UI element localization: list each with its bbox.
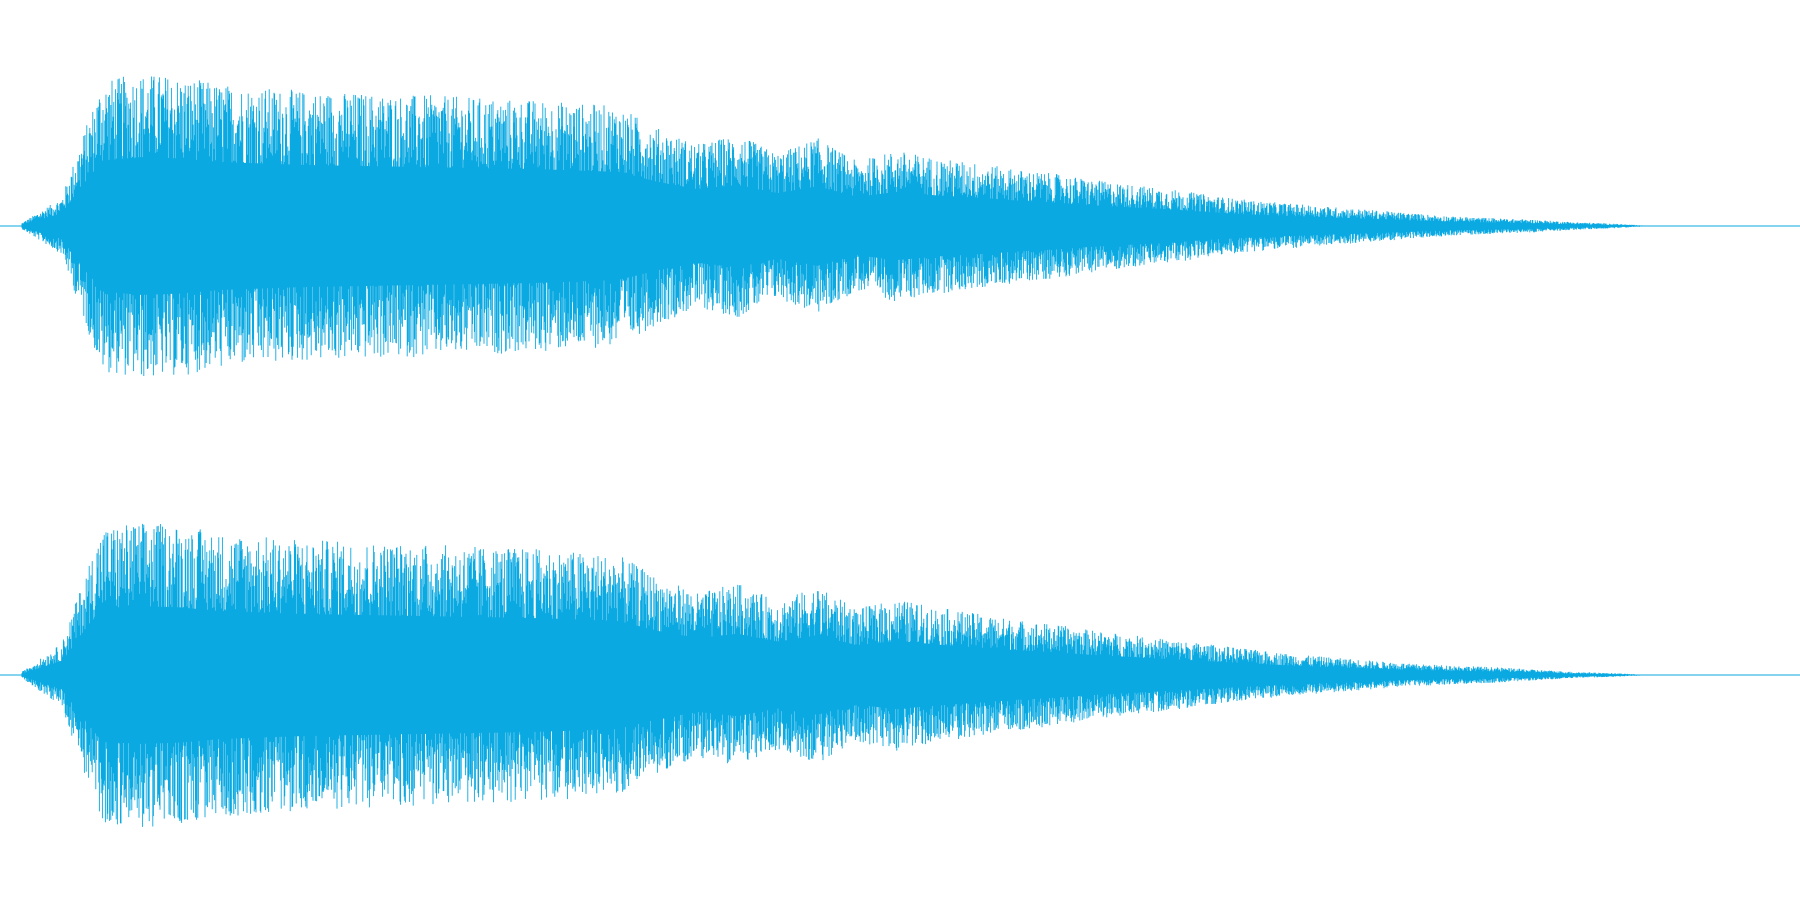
waveform-core (21, 157, 1651, 295)
waveform-channel-1 (0, 76, 1800, 376)
waveform-core (21, 606, 1650, 744)
waveform-channel-2 (0, 523, 1800, 827)
